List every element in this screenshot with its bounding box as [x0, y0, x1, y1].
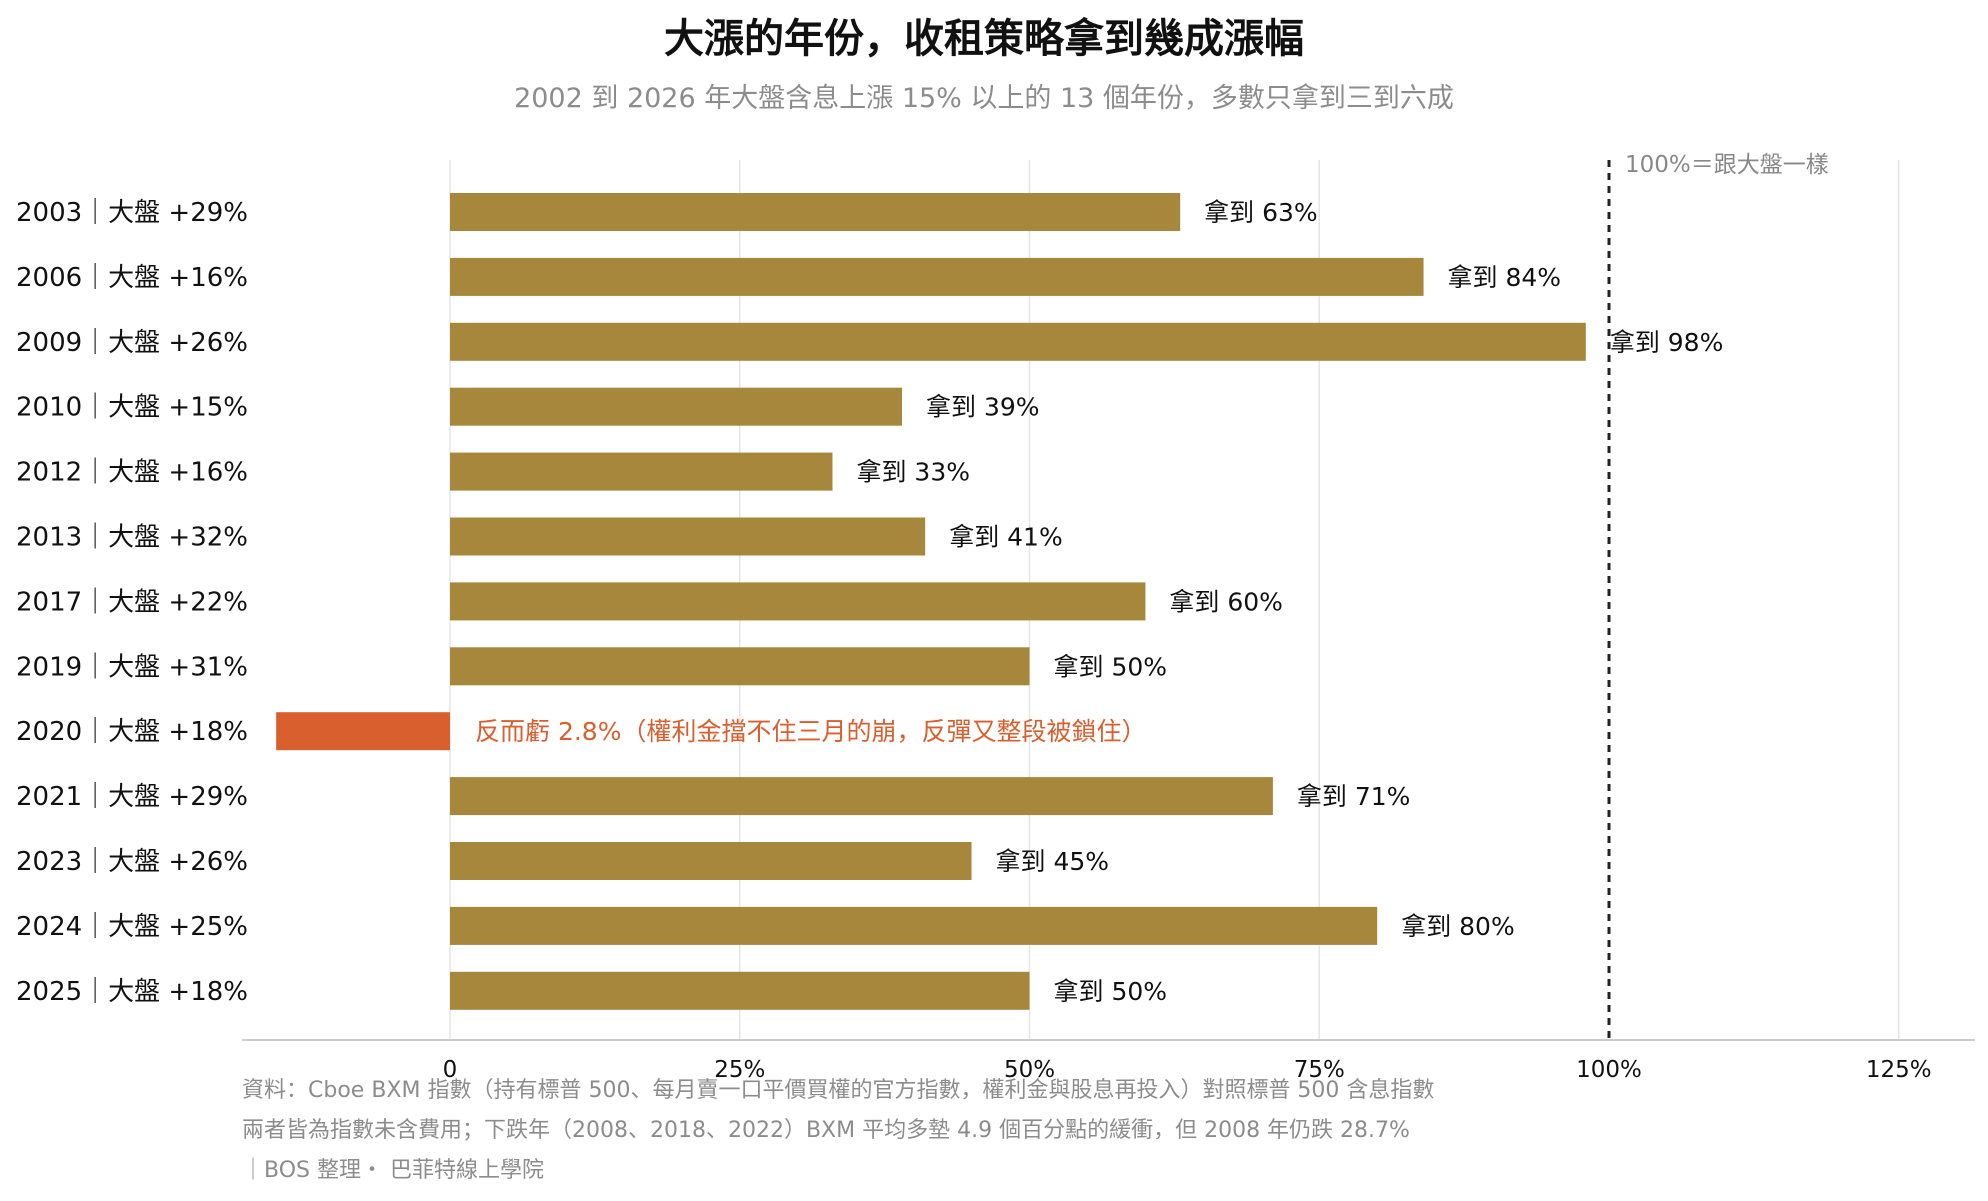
category-label-2: 2009｜大盤 +26% [16, 328, 248, 358]
category-label-9: 2021｜大盤 +29% [16, 782, 248, 812]
bar-9 [450, 777, 1273, 816]
footer-credit: ｜BOS 整理・ 巴菲特線上學院 [242, 1158, 544, 1183]
row-labels: 2003｜大盤 +29% 2006｜大盤 +16% 2009｜大盤 +26% 2010… [16, 198, 248, 1007]
category-label-0: 2003｜大盤 +29% [16, 198, 248, 228]
bar-label-6: 拿到 60% [1169, 587, 1283, 616]
bar-7 [450, 647, 1030, 686]
bar-6 [450, 582, 1146, 621]
reference-line-group: 100%＝跟大盤一樣 [1607, 152, 1829, 1040]
chart-title: 大漲的年份，收租策略拿到幾成漲幅 [664, 16, 1304, 62]
category-label-11: 2024｜大盤 +25% [16, 912, 248, 942]
bar-3 [450, 387, 903, 426]
bar-label-5: 拿到 41% [949, 523, 1063, 552]
reference-label: 100%＝跟大盤一樣 [1625, 152, 1829, 178]
category-label-5: 2013｜大盤 +32% [16, 523, 248, 553]
bar-label-9: 拿到 71% [1297, 782, 1411, 811]
bar-label-0: 拿到 63% [1204, 198, 1318, 227]
bar-12 [450, 971, 1030, 1010]
x-tick-3: 75% [1294, 1057, 1345, 1083]
x-tick-4: 100% [1576, 1057, 1642, 1083]
x-axis-ticks: 0 25% 50% 75% 100% 125% [443, 1057, 1932, 1083]
bar-label-8: 反而虧 2.8%（權利金擋不住三月的崩，反彈又整段被鎖住） [475, 717, 1146, 746]
bar-0 [450, 193, 1181, 231]
footer-source: 資料：Cboe BXM 指數（持有標普 500、每月賣一口平價買權的官方指數，權… [242, 1078, 1434, 1103]
x-tick-5: 125% [1866, 1057, 1932, 1083]
bar-2 [450, 322, 1586, 361]
bar-10 [450, 842, 972, 880]
bar-4 [450, 452, 833, 491]
x-tick-2: 50% [1004, 1057, 1055, 1083]
bar-label-7: 拿到 50% [1054, 652, 1168, 681]
category-label-7: 2019｜大盤 +31% [16, 652, 248, 682]
bars: 拿到 63% 拿到 84% 拿到 98% 拿到 39% 拿到 33% 拿到 41% 拿到 6… [276, 193, 1723, 1010]
category-label-10: 2023｜大盤 +26% [16, 847, 248, 877]
category-label-3: 2010｜大盤 +15% [16, 393, 248, 423]
bar-label-11: 拿到 80% [1401, 912, 1515, 941]
bar-label-12: 拿到 50% [1054, 977, 1168, 1006]
category-label-4: 2012｜大盤 +16% [16, 458, 248, 488]
bar-label-2: 拿到 98% [1610, 328, 1724, 357]
category-label-8: 2020｜大盤 +18% [16, 717, 248, 747]
bar-label-1: 拿到 84% [1448, 263, 1562, 292]
chart-subtitle: 2002 到 2026 年大盤含息上漲 15% 以上的 13 個年份，多數只拿到… [514, 83, 1454, 114]
bar-5 [450, 517, 926, 556]
category-label-6: 2017｜大盤 +22% [16, 587, 248, 617]
bar-1 [450, 257, 1424, 296]
category-label-12: 2025｜大盤 +18% [16, 977, 248, 1007]
bar-8 [276, 712, 450, 751]
footer-note: 兩者皆為指數未含費用；下跌年（2008、2018、2022）BXM 平均多墊 4… [242, 1118, 1410, 1143]
x-tick-1: 25% [714, 1057, 765, 1083]
x-tick-0: 0 [443, 1057, 458, 1083]
bar-label-4: 拿到 33% [856, 458, 970, 487]
bar-11 [450, 906, 1378, 945]
bar-label-10: 拿到 45% [996, 847, 1110, 876]
bar-label-3: 拿到 39% [926, 393, 1040, 422]
category-label-1: 2006｜大盤 +16% [16, 263, 248, 293]
